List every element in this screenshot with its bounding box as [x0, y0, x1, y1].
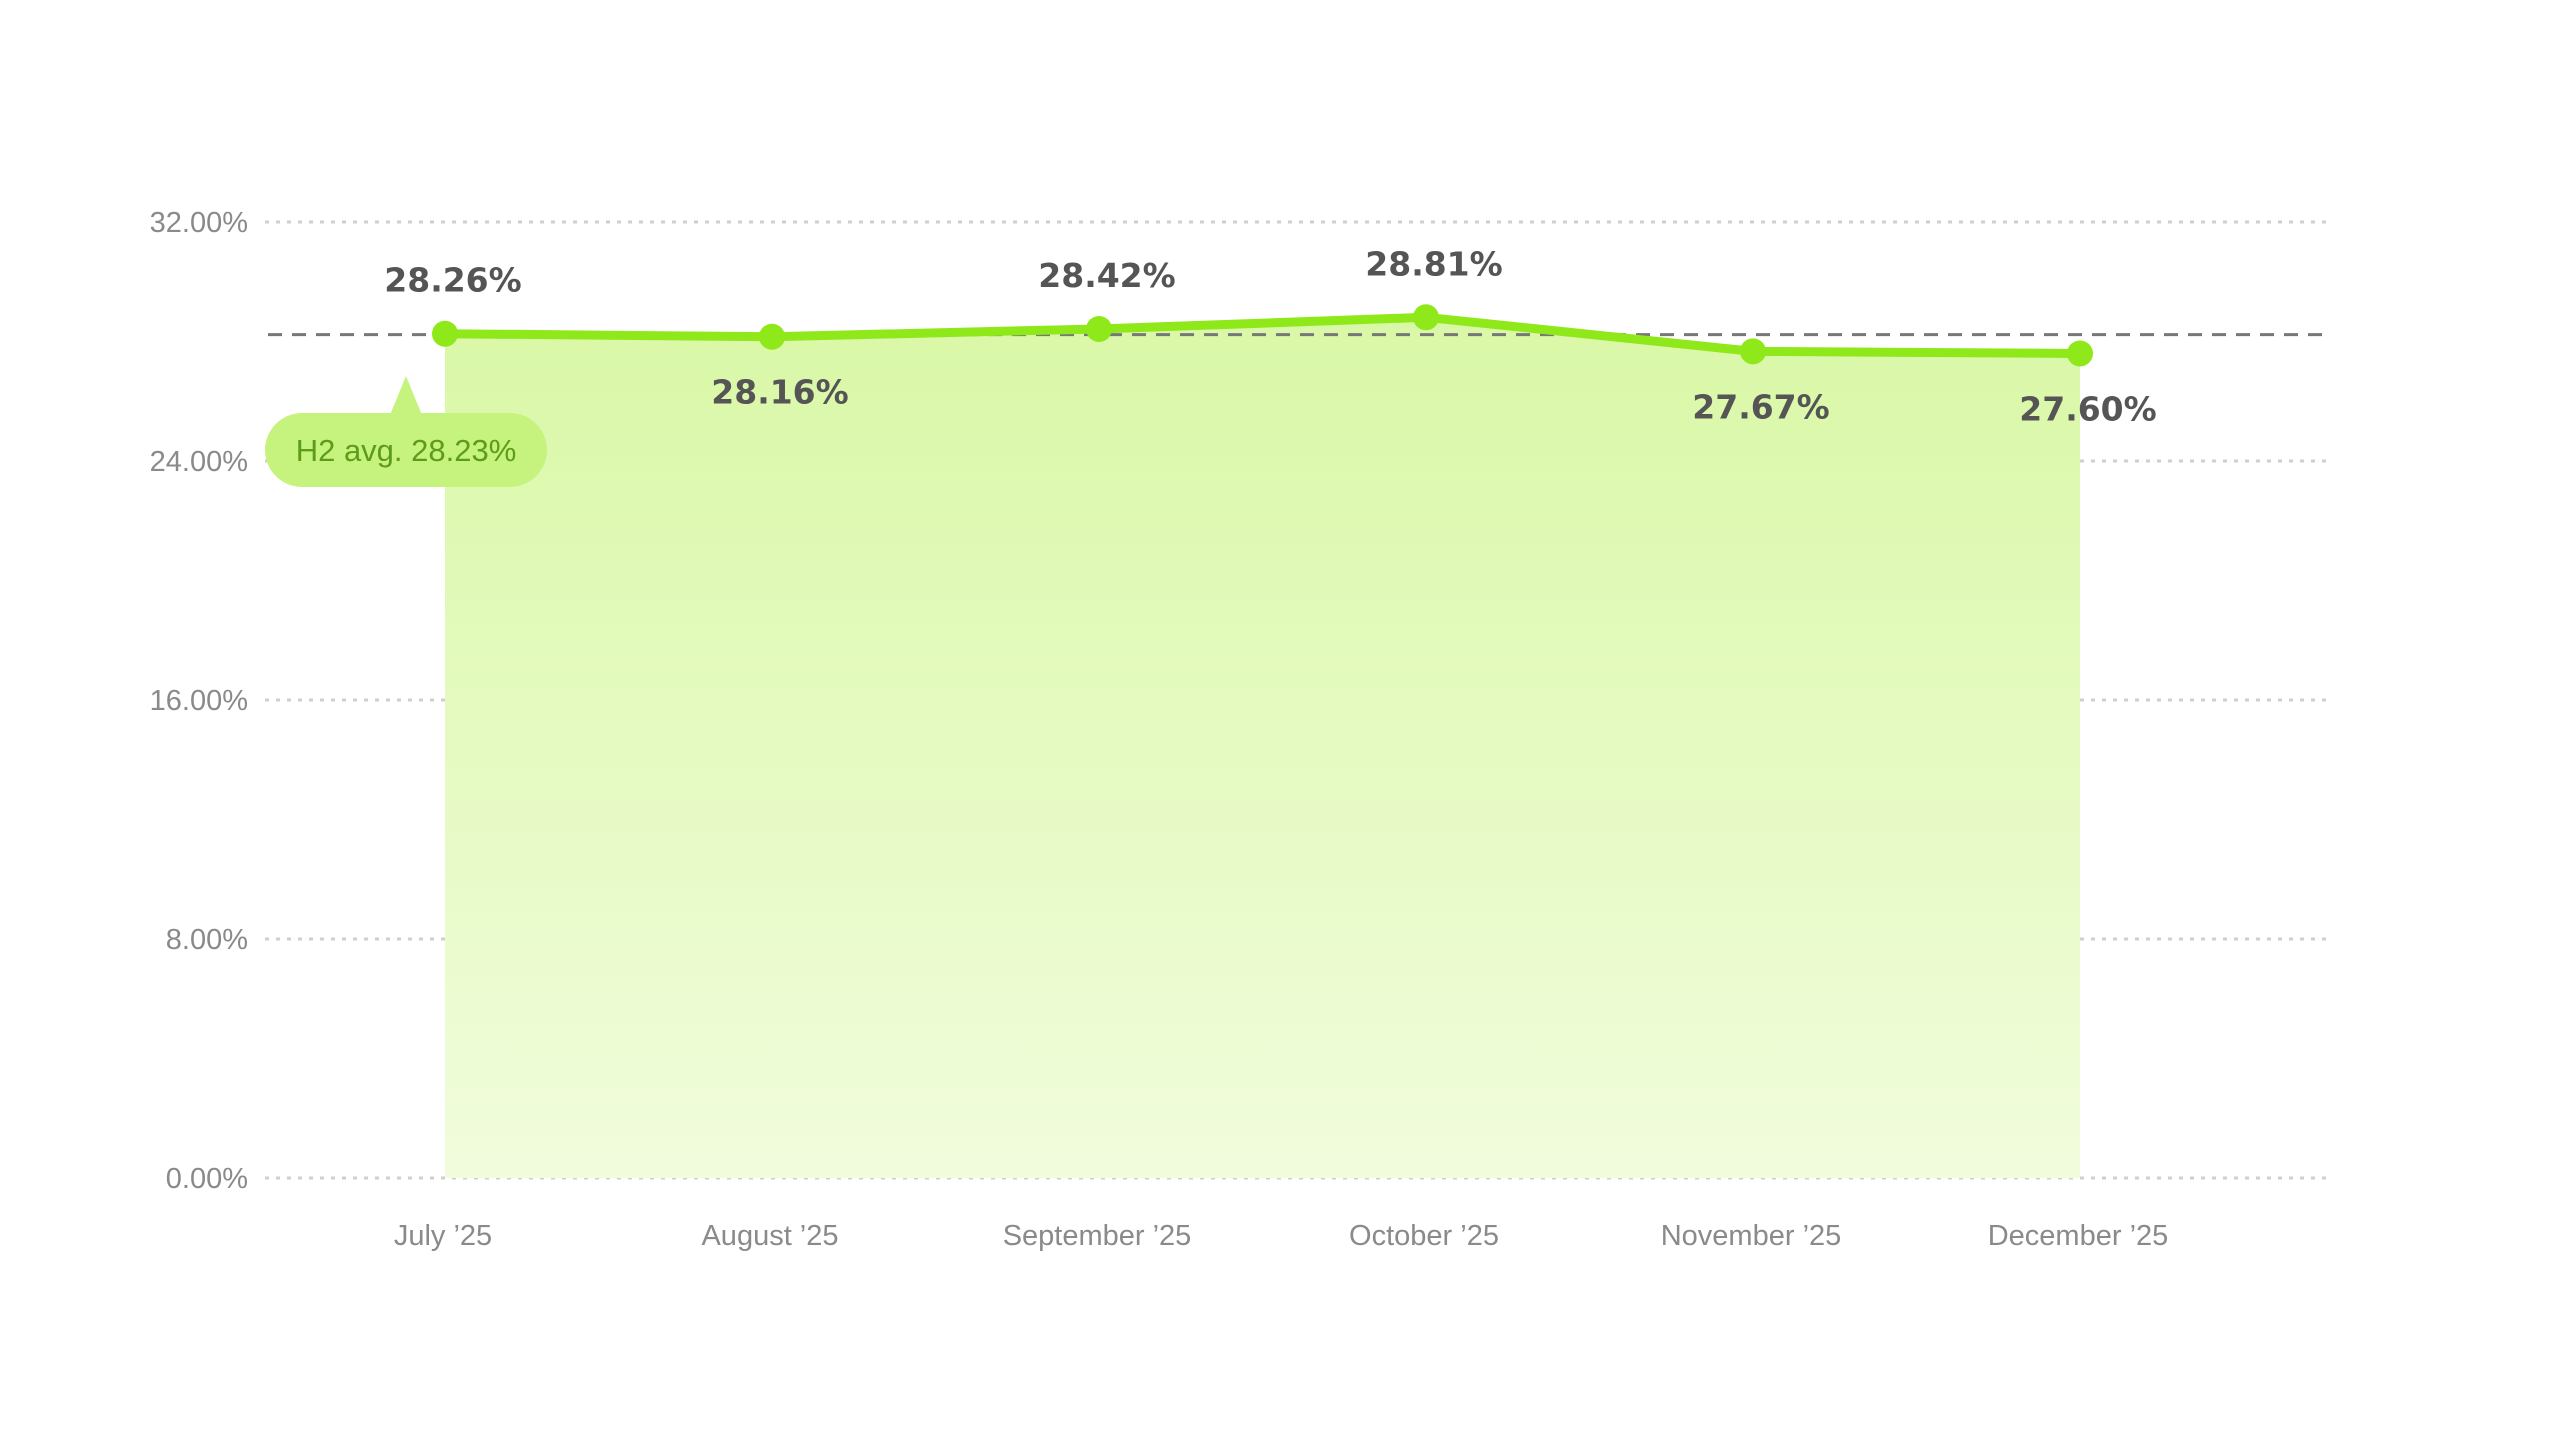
- y-tick-label: 16.00%: [150, 685, 248, 717]
- average-badge: H2 avg. 28.23%: [265, 376, 547, 487]
- data-labels: 28.26% 28.16% 28.42% 28.81% 27.67% 27.60%: [384, 244, 2156, 428]
- series-line-layer: [440, 312, 2085, 358]
- data-point[interactable]: [2067, 340, 2093, 367]
- x-tick-label: September ’25: [1003, 1220, 1192, 1252]
- data-points: [432, 304, 2093, 367]
- y-tick-label: 24.00%: [150, 446, 248, 478]
- average-badge-pointer: [390, 376, 422, 415]
- y-tick-label: 0.00%: [166, 1163, 248, 1195]
- data-point[interactable]: [759, 323, 785, 350]
- area-fill-layer: [445, 317, 2080, 1178]
- data-label: 27.67%: [1692, 387, 1829, 426]
- data-label: 28.81%: [1365, 244, 1502, 283]
- y-tick-label: 8.00%: [166, 924, 248, 956]
- data-point[interactable]: [1740, 338, 1766, 365]
- x-tick-label: August ’25: [701, 1220, 838, 1252]
- series-line: [440, 312, 2085, 358]
- y-axis-ticks: 0.00% 8.00% 16.00% 24.00% 32.00%: [150, 207, 248, 1195]
- data-point[interactable]: [432, 320, 458, 347]
- data-label: 28.26%: [384, 261, 521, 300]
- x-tick-label: July ’25: [394, 1220, 492, 1252]
- y-tick-label: 32.00%: [150, 207, 248, 239]
- data-label: 27.60%: [2019, 389, 2156, 428]
- x-tick-label: December ’25: [1988, 1220, 2169, 1252]
- x-axis-ticks: July ’25 August ’25 September ’25 October ’…: [394, 1220, 2168, 1252]
- data-label: 28.16%: [711, 373, 848, 412]
- data-point[interactable]: [1086, 315, 1112, 342]
- x-tick-label: October ’25: [1349, 1220, 1499, 1252]
- area-fill: [445, 317, 2080, 1178]
- average-badge-background: [265, 413, 547, 487]
- data-label: 28.42%: [1038, 256, 1175, 295]
- average-label: H2 avg. 28.23%: [296, 433, 517, 468]
- x-tick-label: November ’25: [1661, 1220, 1842, 1252]
- data-point[interactable]: [1413, 304, 1439, 331]
